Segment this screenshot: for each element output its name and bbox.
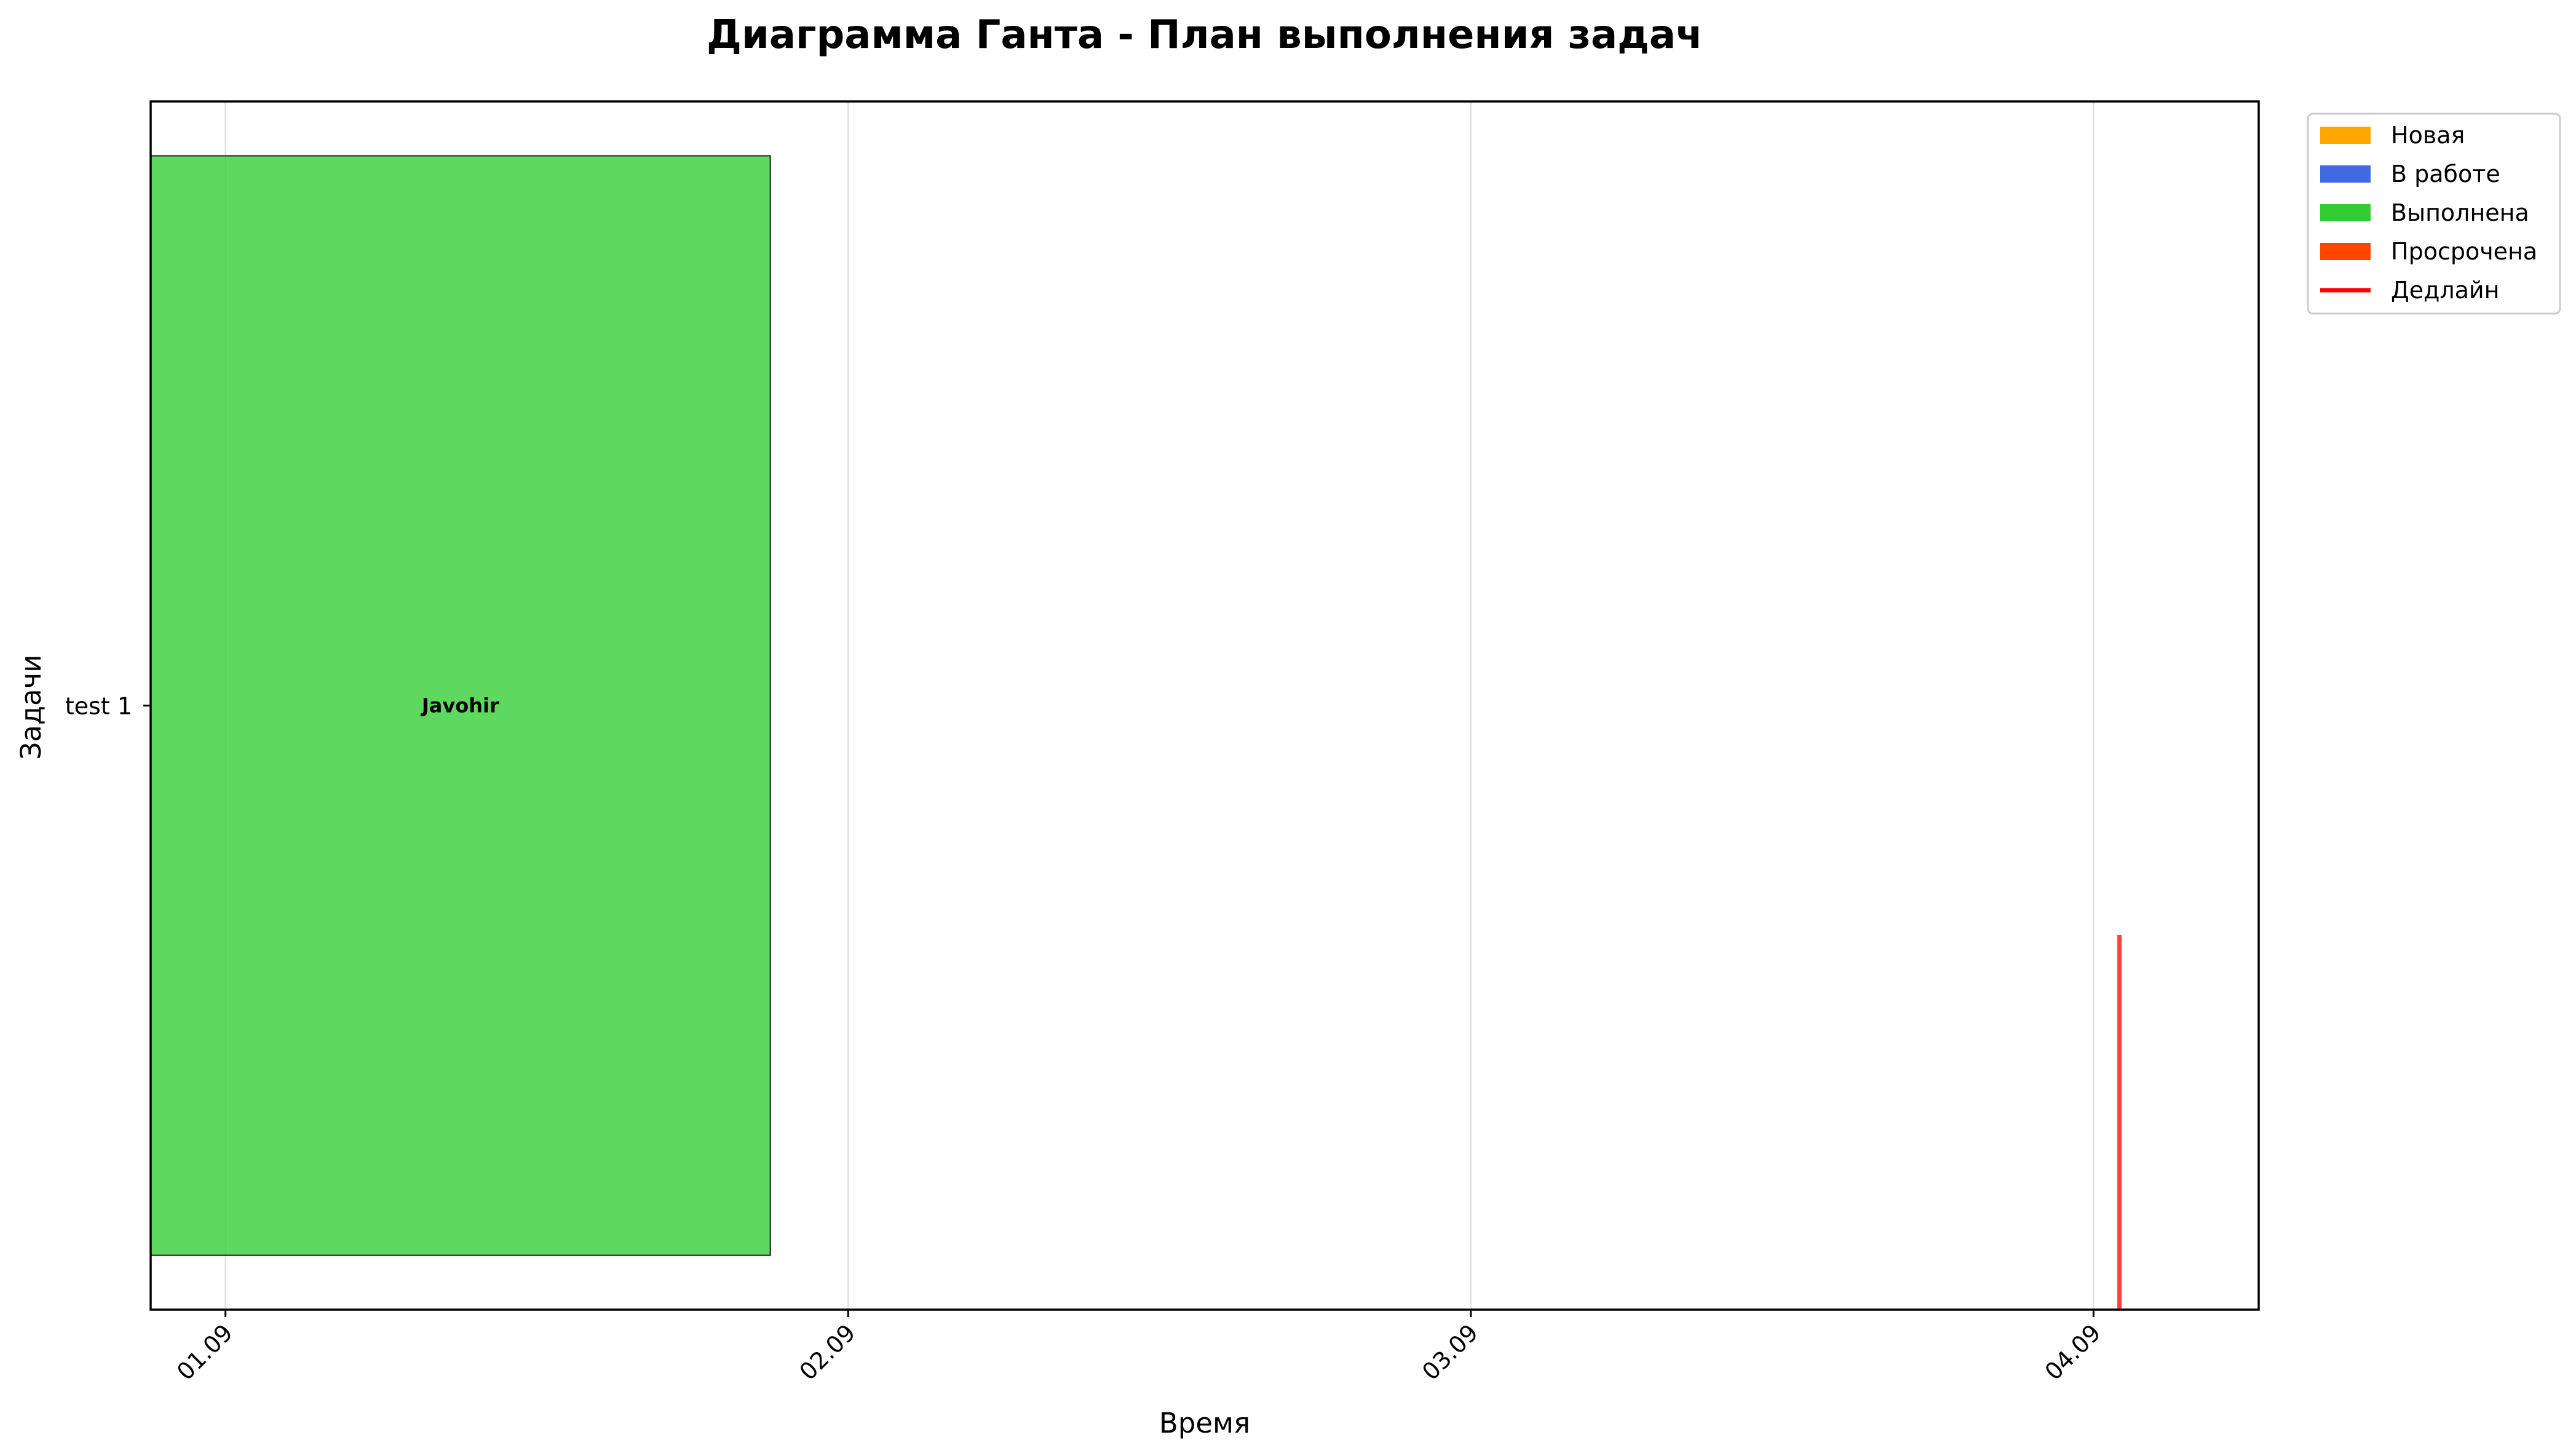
legend-swatch — [2320, 165, 2371, 183]
legend-frame — [2307, 113, 2561, 315]
task-bar — [150, 155, 771, 1256]
legend-label: Дедлайн — [2391, 277, 2499, 304]
x-tick-label: 02.09 — [795, 1319, 861, 1385]
y-axis-ticks: test 1 — [65, 693, 151, 720]
legend-swatch — [2320, 204, 2371, 221]
task-assignee-label: Javohir — [421, 694, 499, 718]
legend-swatch — [2320, 243, 2371, 260]
y-axis-label: Задачи — [15, 655, 47, 760]
legend-label: В работе — [2391, 160, 2500, 188]
x-tick-label: 04.09 — [2040, 1319, 2106, 1385]
task-bars: Javohir — [150, 155, 771, 1256]
legend: Новая В работе Выполнена Просрочена Дедлайн — [2307, 113, 2561, 315]
legend-swatch — [2320, 127, 2371, 144]
chart-title: Диаграмма Ганта - План выполнения задач — [707, 12, 1703, 58]
x-tick-label: 03.09 — [1417, 1319, 1483, 1385]
legend-label: Новая — [2391, 122, 2465, 149]
x-axis-ticks: 01.09 02.09 03.09 04.09 — [172, 1310, 2106, 1385]
legend-label: Выполнена — [2391, 199, 2529, 226]
y-tick-label: test 1 — [65, 693, 132, 720]
x-tick-label: 01.09 — [172, 1319, 238, 1385]
x-axis-label: Время — [1159, 1407, 1250, 1439]
legend-label: Просрочена — [2391, 238, 2537, 265]
